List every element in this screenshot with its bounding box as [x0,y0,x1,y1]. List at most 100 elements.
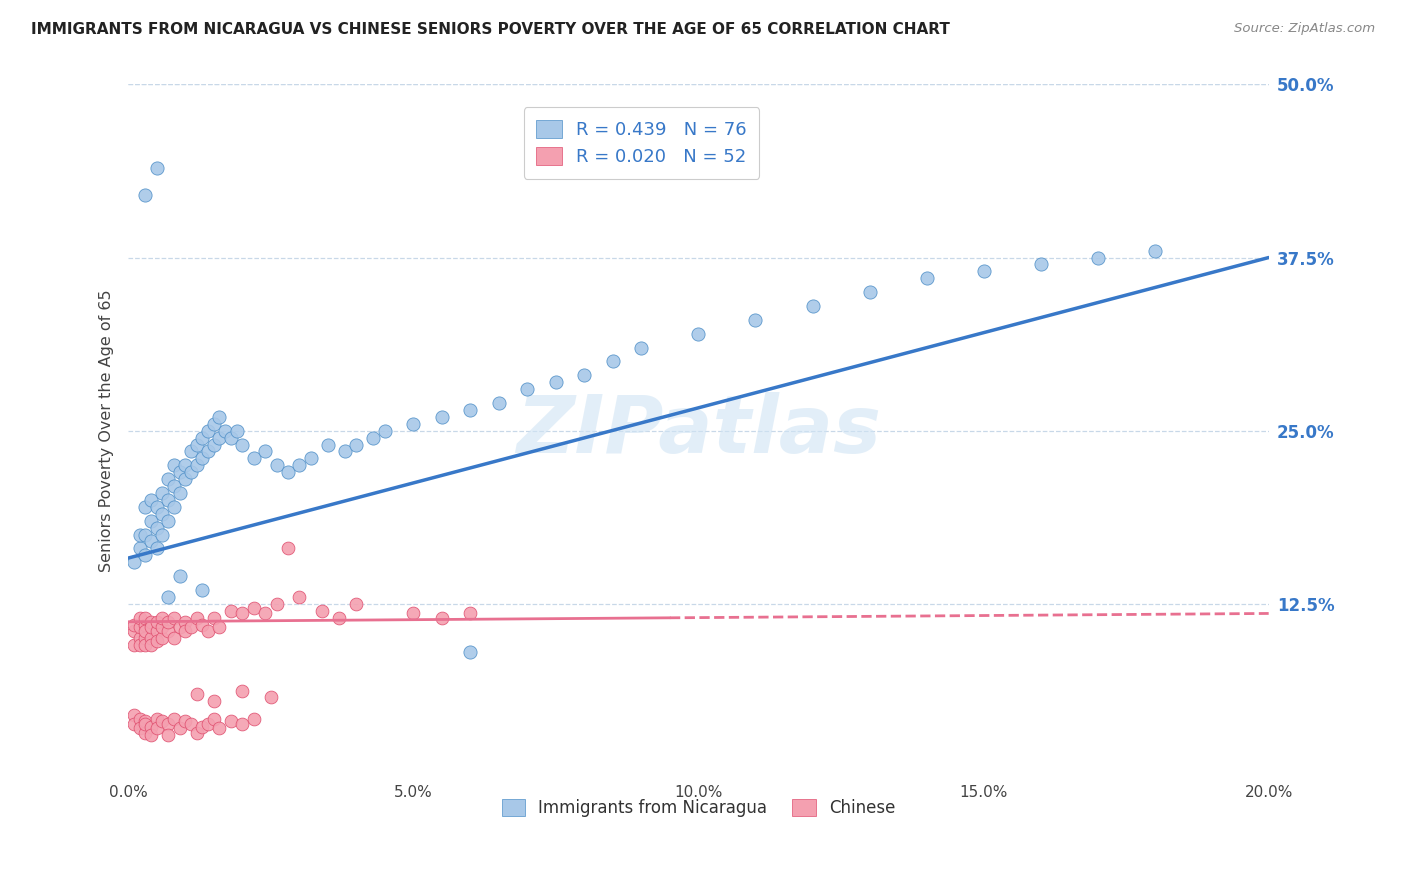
Point [801,299,824,313]
Point [157,624,180,639]
Point [208,409,231,424]
Point [122,707,145,722]
Point [145,634,167,648]
Point [139,632,162,646]
Point [186,610,208,624]
Point [145,541,167,556]
Point [186,437,208,451]
Point [152,714,174,729]
Point [277,465,299,479]
Point [197,444,219,458]
Point [231,437,253,451]
Point [134,624,156,639]
Point [152,527,174,541]
Point [163,479,186,493]
Point [134,610,156,624]
Point [174,472,197,486]
Point [139,720,162,734]
Point [344,437,367,451]
Point [219,431,242,445]
Point [858,285,880,300]
Point [630,341,652,355]
Point [311,604,333,618]
Point [139,615,162,629]
Legend: Immigrants from Nicaragua, Chinese: Immigrants from Nicaragua, Chinese [495,792,903,824]
Point [169,620,191,634]
Point [174,624,197,639]
Point [299,451,322,466]
Y-axis label: Seniors Poverty Over the Age of 65: Seniors Poverty Over the Age of 65 [100,289,114,572]
Point [157,514,180,528]
Point [128,620,150,634]
Point [134,638,156,652]
Point [231,717,253,731]
Point [488,396,510,410]
Point [128,722,150,736]
Point [157,728,180,742]
Point [152,486,174,500]
Point [157,615,180,629]
Point [260,690,283,704]
Point [152,610,174,624]
Point [122,638,145,652]
Point [157,492,180,507]
Point [1029,257,1052,271]
Point [288,590,311,604]
Point [145,615,167,629]
Point [174,714,197,729]
Point [374,424,396,438]
Point [197,624,219,639]
Point [202,437,225,451]
Point [157,472,180,486]
Point [145,722,167,736]
Point [602,354,624,368]
Point [328,610,350,624]
Point [186,458,208,473]
Point [128,638,150,652]
Point [186,725,208,739]
Point [266,597,288,611]
Point [139,728,162,742]
Point [174,615,197,629]
Point [139,492,162,507]
Point [430,409,453,424]
Point [1143,244,1166,258]
Point [363,431,385,445]
Point [122,624,145,639]
Text: ZIPatlas: ZIPatlas [516,392,882,470]
Point [254,444,277,458]
Point [134,632,156,646]
Point [180,620,202,634]
Point [139,620,162,634]
Point [242,712,264,726]
Point [145,520,167,534]
Point [145,712,167,726]
Point [277,541,299,556]
Point [145,500,167,514]
Point [134,617,156,632]
Point [266,458,288,473]
Point [122,555,145,569]
Point [915,271,938,285]
Point [460,607,482,621]
Point [202,712,225,726]
Point [219,604,242,618]
Point [145,624,167,639]
Point [134,714,156,729]
Point [208,722,231,736]
Text: Source: ZipAtlas.com: Source: ZipAtlas.com [1234,22,1375,36]
Point [574,368,596,383]
Point [169,569,191,583]
Point [191,582,214,597]
Point [288,458,311,473]
Point [163,500,186,514]
Point [191,617,214,632]
Point [460,645,482,659]
Point [333,444,356,458]
Point [134,527,156,541]
Point [242,451,264,466]
Point [231,684,253,698]
Point [191,431,214,445]
Point [174,458,197,473]
Point [208,620,231,634]
